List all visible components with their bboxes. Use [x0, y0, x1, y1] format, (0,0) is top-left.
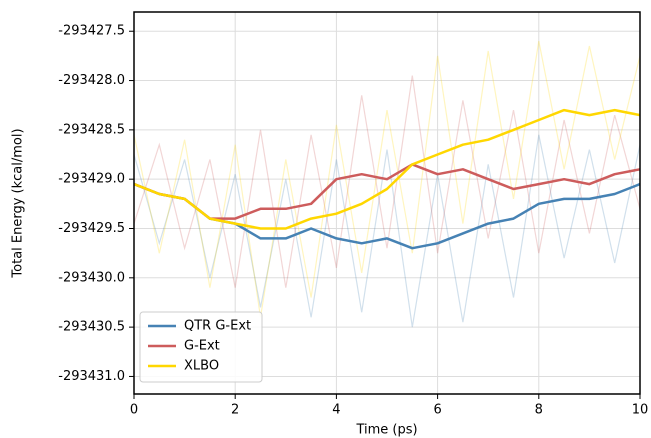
series-line: [133, 108, 641, 230]
x-tick-label: 8: [535, 403, 543, 418]
y-tick-label: -293431.0: [58, 369, 125, 384]
x-axis-label: Time (ps): [355, 423, 417, 438]
y-axis-label: Total Energy (kcal/mol): [11, 128, 26, 278]
x-tick-label: 0: [130, 403, 138, 418]
y-tick-label: -293428.5: [58, 122, 125, 137]
y-tick-label: -293430.5: [58, 320, 125, 335]
legend-label: QTR G-Ext: [184, 319, 251, 334]
raw-line: [133, 75, 641, 288]
legend-label: G-Ext: [184, 339, 220, 354]
y-tick-label: -293429.5: [58, 221, 125, 236]
series-line: [133, 163, 641, 220]
y-tick-label: -293429.0: [58, 172, 125, 187]
legend-label: XLBO: [184, 359, 219, 374]
y-tick-label: -293427.5: [58, 24, 125, 39]
x-tick-label: 10: [632, 403, 649, 418]
legend-box: [139, 311, 263, 383]
plot-frame: [133, 11, 641, 395]
y-tick-label: -293430.0: [58, 270, 125, 285]
y-tick-label: -293428.0: [58, 73, 125, 88]
series-line: [133, 182, 641, 250]
legend: QTR G-Ext G-Ext XLBO: [139, 311, 263, 383]
x-tick-label: 4: [332, 403, 340, 418]
x-tick-label: 6: [433, 403, 441, 418]
raw-line: [133, 40, 641, 318]
raw-line: [133, 134, 641, 328]
x-tick-label: 2: [231, 403, 239, 418]
